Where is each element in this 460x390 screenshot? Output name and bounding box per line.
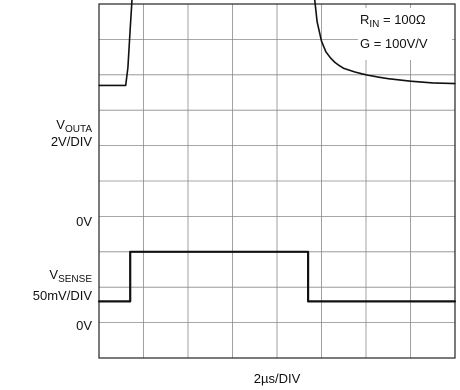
vouta-trace — [98, 0, 456, 87]
vsense-scale-label: 50mV/DIV — [33, 288, 93, 303]
vouta-zero-label: 0V — [76, 214, 92, 229]
plot-frame — [98, 3, 456, 359]
annotation-line1: RIN = 100Ω — [360, 12, 426, 30]
vouta-label: VOUTA — [56, 117, 92, 135]
vsense-label: VSENSE — [49, 267, 92, 285]
vsense-trace — [97, 250, 457, 303]
annotation-background — [358, 8, 452, 60]
traces — [97, 0, 457, 303]
vsense-zero-label: 0V — [76, 318, 92, 333]
annotation-line2: G = 100V/V — [360, 36, 428, 51]
vouta-scale-label: 2V/DIV — [51, 134, 93, 149]
x-scale-label: 2µs/DIV — [254, 371, 301, 386]
